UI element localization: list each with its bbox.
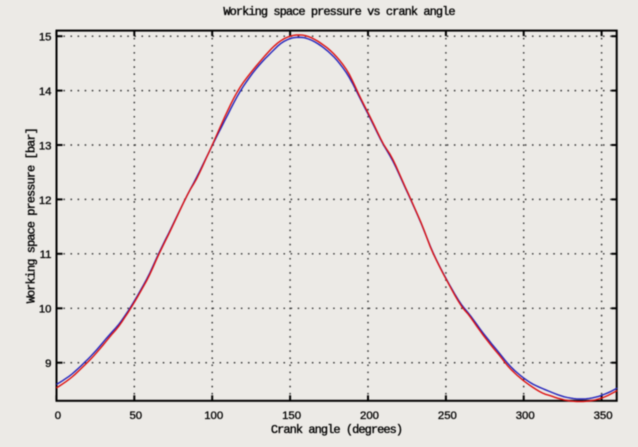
svg-text:10: 10	[39, 304, 52, 316]
svg-text:350: 350	[594, 410, 613, 422]
svg-text:15: 15	[39, 32, 52, 44]
svg-text:9: 9	[45, 358, 51, 370]
svg-text:Crank angle (degrees): Crank angle (degrees)	[271, 423, 402, 437]
svg-text:12: 12	[39, 195, 52, 207]
svg-text:11: 11	[40, 249, 52, 261]
svg-text:Working space pressure vs cran: Working space pressure vs crank angle	[223, 5, 455, 19]
svg-text:50: 50	[129, 410, 142, 422]
svg-text:100: 100	[204, 410, 223, 422]
svg-text:Working space pressure [bar]: Working space pressure [bar]	[25, 128, 39, 303]
svg-text:0: 0	[55, 410, 61, 422]
svg-text:250: 250	[438, 410, 457, 422]
svg-text:200: 200	[360, 410, 379, 422]
svg-text:300: 300	[516, 410, 535, 422]
svg-text:14: 14	[39, 86, 52, 98]
svg-text:150: 150	[282, 410, 301, 422]
svg-text:13: 13	[39, 140, 52, 152]
